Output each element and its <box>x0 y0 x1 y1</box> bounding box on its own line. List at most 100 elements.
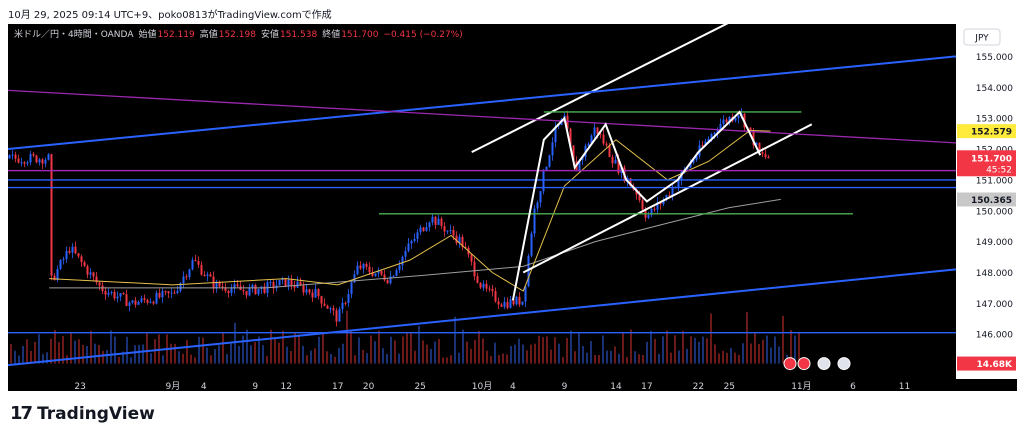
volume-bar <box>602 335 604 364</box>
volume-bar <box>78 339 80 364</box>
candle-body <box>443 225 446 232</box>
volume-bar <box>774 336 776 364</box>
candle-body <box>758 142 761 153</box>
candle-body <box>629 178 632 187</box>
volume-bar <box>130 357 132 364</box>
candle-body <box>587 143 590 146</box>
y-tick-label: 146.000 <box>976 331 1013 341</box>
volume-bar <box>450 355 452 364</box>
volume-bar <box>654 338 656 364</box>
volume-bar <box>494 342 496 364</box>
volume-bar <box>582 345 584 364</box>
volume-bar <box>194 357 196 364</box>
volume-bar <box>642 354 644 364</box>
volume-bar <box>334 356 336 364</box>
candle-body <box>608 145 611 158</box>
volume-bar <box>122 351 124 364</box>
volume-bar <box>62 335 64 364</box>
candle-body <box>308 289 311 293</box>
candle-body <box>725 119 728 123</box>
volume-bar <box>522 344 524 364</box>
volume-bar <box>750 343 752 364</box>
volume-bar <box>202 337 204 364</box>
candle-body <box>593 127 596 136</box>
candle-body <box>32 153 35 156</box>
candle-body <box>695 155 698 161</box>
candle-body <box>146 300 149 303</box>
candle-body <box>35 155 38 163</box>
candle-body <box>227 291 230 293</box>
volume-bar <box>662 336 664 364</box>
candle-body <box>599 133 602 135</box>
candle-body <box>59 260 62 270</box>
y-tick-label: 151.000 <box>976 176 1013 186</box>
volume-bar <box>622 333 624 364</box>
candle-body <box>374 273 377 276</box>
candle-body <box>77 253 80 257</box>
volume-bar <box>242 335 244 364</box>
volume-bar <box>558 343 560 364</box>
trend-white-line <box>522 123 813 274</box>
candle-body <box>497 301 500 305</box>
volume-bar <box>142 344 144 364</box>
candle-body <box>53 275 56 281</box>
event-marker-icon <box>837 357 851 371</box>
volume-bar <box>770 347 772 364</box>
price-chart[interactable]: 155.000154.000153.000152.000151.000150.0… <box>8 24 1017 391</box>
candle-body <box>134 300 137 305</box>
legend-item: 152.119 <box>158 30 195 40</box>
volume-bar <box>282 330 284 364</box>
candle-body <box>248 287 251 296</box>
tradingview-branding: 17 TradingView <box>10 403 155 424</box>
candle-body <box>428 222 431 228</box>
event-marker-icon <box>817 357 831 371</box>
volume-bar <box>358 337 360 364</box>
candle-body <box>656 202 659 210</box>
candle-body <box>221 286 224 288</box>
y-tick-label: 154.000 <box>976 84 1013 94</box>
candle-body <box>485 283 488 289</box>
chart-frame[interactable]: 155.000154.000153.000152.000151.000150.0… <box>8 24 1017 391</box>
candle-body <box>704 141 707 146</box>
volume-bar <box>534 343 536 364</box>
volume-bar <box>682 330 684 364</box>
x-tick-label: 9月 <box>166 381 181 391</box>
candle-body <box>554 126 557 143</box>
candle-body <box>38 159 41 163</box>
volume-bar <box>702 336 704 364</box>
candle-body <box>419 227 422 233</box>
volume-bar <box>430 348 432 364</box>
volume-bar <box>326 351 328 364</box>
candle-body <box>26 162 29 164</box>
x-tick-label: 12 <box>280 382 291 391</box>
candle-body <box>137 301 140 305</box>
volume-bar <box>238 345 240 364</box>
candle-body <box>590 135 593 144</box>
candle-body <box>362 263 365 269</box>
volume-bar <box>18 355 20 364</box>
volume-bar <box>730 348 732 364</box>
candle-body <box>446 230 449 232</box>
volume-bar <box>214 349 216 364</box>
candle-body <box>131 300 134 303</box>
candle-body <box>290 279 293 286</box>
candle-body <box>617 159 620 174</box>
x-tick-label: 25 <box>414 382 425 391</box>
legend-item: 米ドル／円・4時間・OANDA <box>14 28 134 40</box>
volume-bar <box>190 354 192 364</box>
candle-body <box>686 167 689 170</box>
trend-blue-line <box>8 55 957 151</box>
volume-bar <box>734 352 736 364</box>
candle-body <box>749 127 752 132</box>
x-tick-label: 17 <box>641 382 652 391</box>
candle-body <box>278 279 281 286</box>
candle-body <box>200 264 203 275</box>
volume-bar <box>762 339 764 364</box>
candle-body <box>44 159 47 164</box>
volume-bar <box>346 310 348 364</box>
candle-body <box>524 286 527 302</box>
volume-bar <box>650 330 652 364</box>
volume-bar <box>562 357 564 364</box>
candle-body <box>203 274 206 276</box>
candle-body <box>320 296 323 304</box>
